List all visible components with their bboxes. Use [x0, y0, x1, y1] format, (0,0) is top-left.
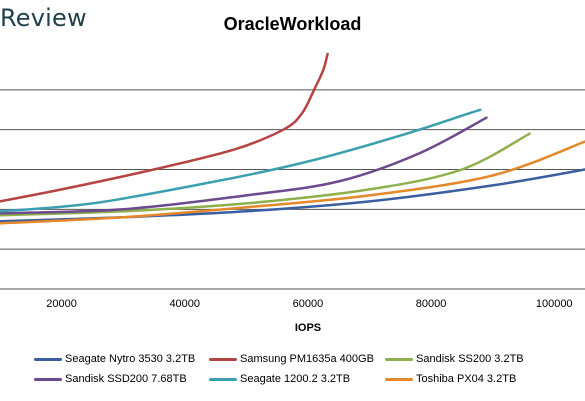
x-tick-label: 100000	[536, 298, 573, 310]
legend-item-seagate-1200: Seagate 1200.2 3.2TB	[209, 373, 385, 385]
legend-label: Toshiba PX04 3.2TB	[416, 373, 517, 385]
legend-swatch	[385, 357, 413, 361]
x-tick-label: 60000	[293, 298, 324, 310]
legend-label: Samsung PM1635a 400GB	[240, 353, 374, 365]
series-line-5	[0, 140, 585, 225]
x-axis: 20000 40000 60000 80000 100000	[0, 288, 585, 310]
x-tick-label: 40000	[169, 298, 200, 310]
x-tick-label: 80000	[416, 298, 447, 310]
legend-swatch	[385, 377, 413, 381]
gridlines	[0, 89, 585, 250]
legend-swatch	[209, 357, 237, 361]
legend: Seagate Nytro 3530 3.2TB Samsung PM1635a…	[34, 349, 585, 389]
legend-item-toshiba: Toshiba PX04 3.2TB	[385, 373, 516, 385]
legend-item-samsung: Samsung PM1635a 400GB	[209, 353, 385, 365]
legend-row-1: Seagate Nytro 3530 3.2TB Samsung PM1635a…	[34, 349, 585, 369]
series-lines	[0, 52, 585, 225]
legend-swatch	[209, 377, 237, 381]
legend-label: Seagate Nytro 3530 3.2TB	[65, 353, 196, 365]
series-line-3	[0, 116, 488, 215]
legend-label: Sandisk SSD200 7.68TB	[65, 373, 187, 385]
legend-swatch	[34, 377, 62, 381]
x-axis-label: IOPS	[295, 322, 321, 334]
legend-item-sandisk-ssd200: Sandisk SSD200 7.68TB	[34, 373, 209, 385]
legend-label: Seagate 1200.2 3.2TB	[240, 373, 351, 385]
legend-label: Sandisk SS200 3.2TB	[416, 353, 524, 365]
series-line-2	[0, 132, 531, 217]
legend-swatch	[34, 357, 62, 361]
x-tick-label: 20000	[46, 298, 77, 310]
series-line-4	[0, 108, 482, 213]
legend-item-seagate-nytro: Seagate Nytro 3530 3.2TB	[34, 353, 209, 365]
chart-title: OracleWorkload	[223, 14, 362, 34]
legend-row-2: Sandisk SSD200 7.68TB Seagate 1200.2 3.2…	[34, 369, 585, 389]
brand-logo-text: Review	[0, 4, 87, 32]
series-line-1	[0, 52, 329, 203]
legend-item-sandisk-ss200: Sandisk SS200 3.2TB	[385, 353, 524, 365]
